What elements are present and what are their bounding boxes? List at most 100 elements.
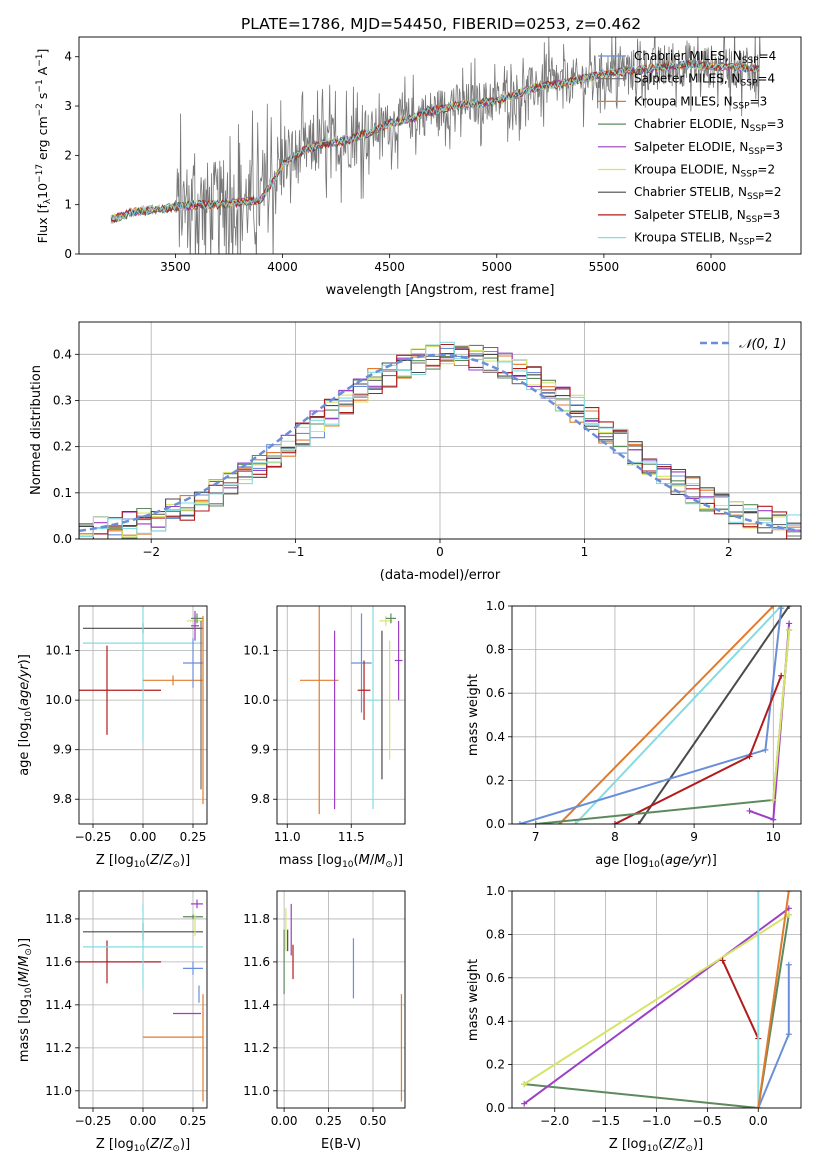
y-tick-label: 1.0 [486,599,505,613]
weight-vs-age-frame [511,605,802,825]
model-spectrum-kroupa_stelib [110,59,760,221]
age-vs-z-axes: −0.25 0.00 0.25 9.8 9.9 10.0 10.1 [45,605,208,844]
x-tick-label: 0.0 [749,1114,768,1128]
weight-line-salpeter_stelib [721,959,760,1040]
y-tick-label: 11.4 [45,998,72,1012]
x-tick-label: 2 [725,545,733,559]
y-tick-label: 11.8 [243,912,270,926]
residuals-frame [78,321,802,540]
histogram-kroupa_stelib [79,341,801,539]
data-point [572,821,579,824]
x-tick-label: −0.25 [75,1114,112,1128]
y-tick-label: 11.0 [243,1084,270,1098]
mass-vs-ebv-xlabel: E(B-V) [321,1137,361,1152]
residuals-legend: 𝒩(0, 1) [700,337,786,352]
histogram-salpeter_stelib [79,343,801,539]
data-point [755,891,762,894]
mass-vs-z-ylabel: mass [log10(M/M⊙)] [17,938,34,1062]
weight-vs-age-ticks: 7 8 9 10 0.0 0.2 0.4 0.6 0.8 1.0 [486,599,781,844]
y-tick-label: 0.8 [486,927,505,941]
data-point [532,821,539,824]
age-vs-mass-axes: 11.0 11.5 9.8 9.9 10.0 10.1 [243,605,406,844]
data-point [785,891,792,894]
data-point [786,606,793,609]
age-vs-z-plot-area [79,606,204,805]
legend-label: Salpeter MILES, NSSP=4 [634,72,775,89]
data-point [746,807,753,814]
age-vs-mass-plot-area [300,606,403,815]
y-tick-label: 1 [64,198,72,212]
spectrum-xlabel: wavelength [Angstrom, rest frame] [326,283,555,298]
weight-vs-age-ylabel: mass weight [466,674,481,756]
y-tick-label: 11.0 [45,1084,72,1098]
data-point [635,821,642,824]
y-tick-label: 9.8 [251,792,270,806]
weight-line-chabrier_miles [519,608,783,824]
y-tick-label: 3 [64,99,72,113]
y-tick-label: 0.0 [486,1101,505,1115]
x-tick-label: 0.25 [180,1114,207,1128]
data-point [785,1031,792,1038]
x-tick-label: 3500 [160,260,191,274]
residuals-axes: −2 −1 0 1 2 0.0 0.1 0.2 0.3 0.4 [53,321,802,559]
x-tick-label: 1 [581,545,589,559]
x-tick-label: 0.00 [130,830,157,844]
weight-vs-z-frame [511,890,802,1109]
spectrum-ylabel: Flux [fλ10−17 erg cm−2 s−1 A−1] [35,49,53,244]
x-tick-label: −1.5 [591,1114,620,1128]
y-tick-label: 11.6 [45,955,72,969]
data-point [762,746,769,753]
y-tick-label: 11.4 [243,998,270,1012]
y-tick-label: 0.6 [486,971,505,985]
mass-vs-ebv-ticks: 0.00 0.25 0.50 11.0 11.2 11.4 11.6 11.8 [243,912,386,1128]
y-tick-label: 11.8 [45,912,72,926]
data-point [719,957,726,964]
y-tick-label: 0.4 [486,730,505,744]
y-tick-label: 0.0 [486,817,505,831]
spectrum-frame [78,36,802,255]
x-tick-label: 7 [532,830,540,844]
weight-vs-z-plot-area [521,891,792,1108]
x-tick-label: 11.5 [338,830,365,844]
spectrum-axes: 3500 4000 4500 5000 5500 6000 0 1 2 3 4 [64,36,802,274]
y-tick-label: 0.2 [486,773,505,787]
y-tick-label: 9.9 [251,743,270,757]
data-point [516,821,523,824]
mass-vs-ebv-frame [276,890,406,1109]
y-tick-label: 0.8 [486,643,505,657]
x-tick-label: −0.25 [75,830,112,844]
x-tick-label: 0.25 [180,830,207,844]
mass-vs-z-axes: −0.25 0.00 0.25 11.0 11.2 11.4 11.6 11.8 [45,890,208,1128]
data-point [786,626,793,633]
x-tick-label: −1 [287,545,305,559]
x-tick-label: −1.0 [642,1114,671,1128]
weight-line-chabrier_elodie [524,914,790,1108]
spectrum-plot-area [110,37,761,254]
x-tick-label: 5000 [482,260,513,274]
x-tick-label: 0.50 [360,1114,387,1128]
age-vs-z-ticks: −0.25 0.00 0.25 9.8 9.9 10.0 10.1 [45,644,206,844]
weight-line-kroupa_elodie [772,629,791,801]
data-point [746,753,753,760]
weight-line-chabrier_elodie [535,629,791,824]
legend-label: Kroupa STELIB, NSSP=2 [634,231,772,248]
model-spectrum-salpeter_stelib [110,59,760,223]
y-tick-label: 11.2 [243,1041,270,1055]
y-tick-label: 10.1 [243,644,270,658]
y-tick-label: 2 [64,148,72,162]
weight-line-kroupa_miles [757,891,790,1108]
x-tick-label: 0 [436,545,444,559]
x-tick-label: 9 [690,830,698,844]
legend-label: Chabrier STELIB, NSSP=2 [634,185,782,202]
weight-vs-z-ticks: −2.0 −1.5 −1.0 −0.5 0.0 0.0 0.2 0.4 0.6 0.8 1.0 [486,884,768,1128]
residuals-plot-area [79,341,801,539]
legend-label: 𝒩(0, 1) [739,337,786,352]
age-vs-z-xlabel: Z [log10(Z/Z⊙)] [96,853,190,870]
y-tick-label: 4 [64,50,72,64]
x-tick-label: −2 [142,545,160,559]
weight-line-chabrier_stelib [637,606,790,824]
mass-vs-z-ticks: −0.25 0.00 0.25 11.0 11.2 11.4 11.6 11.8 [45,912,206,1128]
weight-line-kroupa_elodie [523,914,790,1085]
histogram-salpeter_miles [79,345,801,539]
